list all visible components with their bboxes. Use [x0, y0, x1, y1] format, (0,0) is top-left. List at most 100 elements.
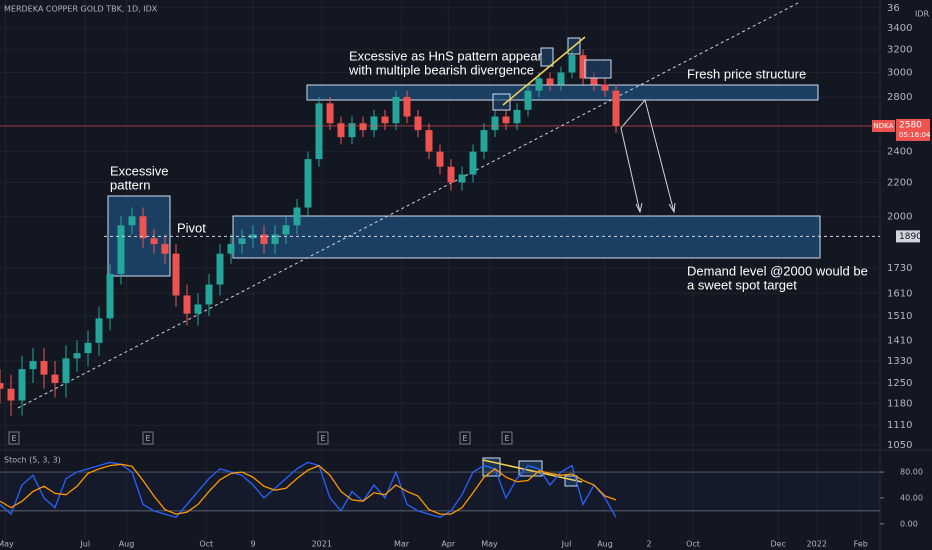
y-tick-label: 0.00 [900, 519, 918, 528]
y-tick-label: 1610 [887, 288, 912, 299]
trendline [17, 1, 801, 409]
candle-body [502, 116, 510, 124]
event-label: E [462, 434, 467, 443]
candle-body [370, 116, 378, 131]
annotation: a sweet spot target [687, 277, 797, 292]
event-marker [8, 431, 20, 445]
candle-body [304, 159, 312, 208]
divergence-line [502, 36, 586, 106]
candle-body [227, 243, 235, 254]
candle-body [590, 78, 598, 85]
candle-body [150, 238, 158, 244]
event-label: E [11, 434, 16, 443]
candle-body [403, 96, 411, 117]
axis-unit: IDR [915, 10, 930, 19]
event-marker [459, 431, 471, 445]
annotation: Excessive as HnS pattern appear [349, 48, 543, 63]
candle-body [359, 123, 367, 131]
box [540, 47, 554, 67]
candle-body [249, 234, 257, 239]
candle-body [117, 225, 125, 274]
pivot-label: 1890 [899, 232, 922, 242]
candle-body [106, 273, 114, 319]
candle-body [458, 174, 466, 183]
pivot-badge [896, 230, 920, 243]
demand-zone [232, 215, 821, 259]
annotation: Pivot [177, 220, 206, 235]
annotation: with multiple bearish divergence [348, 62, 534, 77]
x-tick-label: Jul [561, 540, 572, 549]
y-tick-label: 3200 [887, 45, 912, 56]
candle-body [293, 207, 301, 226]
y-tick-label: 1510 [887, 311, 912, 322]
candle-body [194, 304, 202, 314]
y-tick-label: 1250 [887, 378, 912, 389]
supply-zone [306, 84, 819, 101]
candle-body [271, 234, 279, 244]
candle-body [0, 383, 4, 389]
candle-body [436, 151, 444, 167]
y-tick-label: 2800 [887, 92, 912, 103]
event-marker [142, 431, 154, 445]
indicator-title: Stoch (5, 3, 3) [4, 456, 61, 465]
candle-body [7, 388, 15, 401]
x-tick-label: 2022 [807, 540, 827, 549]
y-tick-label: 1110 [887, 420, 912, 431]
arrowhead [635, 202, 643, 214]
candle-body [381, 116, 389, 124]
x-tick-label: 2021 [312, 540, 332, 549]
candle-body [392, 96, 400, 124]
candle-body [469, 151, 477, 175]
candle-body [601, 84, 609, 91]
candle-body [95, 318, 103, 343]
x-tick-label: Oct [686, 540, 700, 549]
arrow [620, 98, 675, 213]
stoch-pane: 80.00 40.00 0.00 [0, 461, 923, 528]
candle-body [568, 55, 576, 73]
y-tick-label: 2400 [887, 147, 912, 158]
candle-body [315, 103, 323, 160]
stoch-line [0, 463, 617, 515]
candle-body [425, 130, 433, 152]
x-tick-label: Apr [441, 540, 456, 549]
x-tick-label: Mar [394, 540, 410, 549]
candle-body [40, 361, 48, 375]
candle-body [535, 78, 543, 91]
x-tick-label: Aug [119, 540, 135, 549]
candle-body [480, 130, 488, 152]
y-tick-label: 36 [887, 3, 900, 14]
x-tick-label: May [481, 540, 498, 549]
candle-body [238, 238, 246, 244]
candle-body [51, 374, 59, 384]
candle-body [282, 225, 290, 235]
event-marker [317, 431, 329, 445]
candle-body [414, 116, 422, 131]
box [584, 59, 612, 79]
event-label: E [504, 434, 509, 443]
candle-body [491, 116, 499, 131]
y-tick-label: 2200 [887, 178, 912, 189]
symbol-label: NDKA [874, 122, 894, 130]
symbol-badge [872, 119, 895, 132]
candle-body [260, 234, 268, 244]
arrow [620, 127, 641, 213]
candle-body [29, 361, 37, 370]
candle-body [557, 72, 565, 85]
candle-body [183, 295, 191, 314]
candle-body [128, 216, 136, 226]
x-tick-label: Jul [79, 540, 90, 549]
y-tick-label: 1180 [887, 398, 912, 409]
x-tick-label: 9 [250, 540, 255, 549]
annotation: Demand level @2000 would be [687, 263, 868, 278]
event-label: E [145, 434, 150, 443]
candle-body [18, 369, 26, 401]
y-tick-label: 40.00 [900, 493, 923, 502]
candle-body [216, 253, 224, 285]
annotation: Excessive [110, 163, 169, 178]
band-fill [0, 472, 880, 511]
annotation: Fresh price structure [687, 66, 806, 81]
candle-body [612, 90, 620, 126]
y-tick-label: 1410 [887, 335, 912, 346]
y-tick-label: 2000 [887, 211, 912, 222]
candle-body [172, 253, 180, 296]
